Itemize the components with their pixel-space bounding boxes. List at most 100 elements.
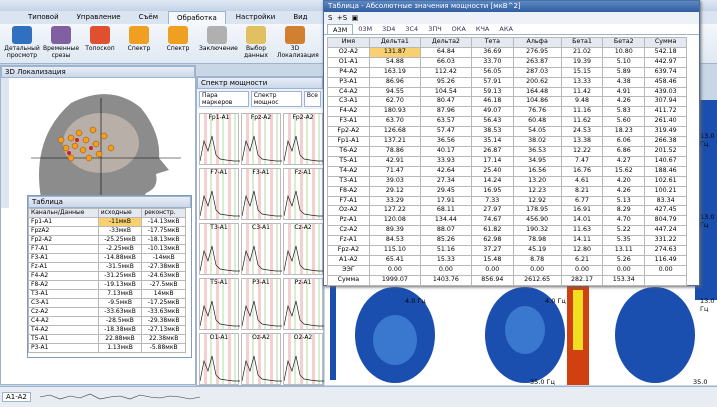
table-cell: 27.97	[471, 206, 513, 216]
table-tab[interactable]: КЧА	[471, 24, 495, 34]
table-tab[interactable]: АКА	[494, 24, 518, 34]
button-label: Топоскоп	[82, 45, 118, 52]
table-tab[interactable]: ОКА	[447, 24, 471, 34]
table-cell: 42.64	[420, 166, 471, 176]
table-tab[interactable]: 3C4	[400, 24, 423, 34]
table-cell: F4-A2	[328, 107, 370, 117]
table-cell: 88.07	[420, 226, 471, 236]
ribbon-button[interactable]: Заключение	[199, 24, 235, 63]
table-cell: 163.19	[369, 67, 420, 77]
ribbon-tab[interactable]: Обработка	[168, 11, 226, 24]
table-cell: 456.90	[513, 216, 561, 226]
maps	[325, 285, 717, 385]
ribbon-tab[interactable]: Настройки	[228, 11, 284, 24]
button-icon	[129, 26, 149, 44]
spectrum-curve	[242, 121, 282, 163]
table-cell: 54.88	[369, 57, 420, 67]
table-cell: 4.20	[603, 176, 645, 186]
table-tab[interactable]: 3ПЧ	[423, 24, 446, 34]
table-cell: 164.48	[513, 87, 561, 97]
table-cell: 64.84	[420, 47, 471, 57]
table-cell: 84.53	[369, 236, 420, 246]
table-row: T3-A139.0327.3414.2413.204.614.20102.61	[328, 176, 687, 186]
table-cell: -29.38мкВ	[142, 317, 186, 326]
table-cell: 4.27	[603, 156, 645, 166]
spectrum-cell: F7-A1	[199, 168, 239, 220]
table-row: F3-A1-14.88мкВ-14мкВ	[29, 254, 186, 263]
ribbon-tab[interactable]: Управление	[69, 11, 129, 24]
channel-label: Cz-A2	[284, 224, 322, 231]
column-header: Канальн/Данные	[29, 209, 99, 218]
table-cell: 63.70	[369, 117, 420, 127]
table-row: Fz-A184.5385.2662.9878.9814.115.35331.22	[328, 236, 687, 246]
table-cell: F8-A2	[29, 281, 99, 290]
window-title: Таблица - Абсолютные значения мощности […	[324, 1, 699, 12]
table-cell: T6-A2	[328, 146, 370, 156]
status-bar: A1-A2	[0, 386, 717, 407]
table-row: Сумма1999.071403.76856.942612.65282.1715…	[328, 275, 687, 285]
ribbon-button[interactable]: Выбор данных	[238, 24, 274, 63]
button-label: Временные срезы	[43, 45, 79, 59]
ribbon-tab[interactable]: Вид	[285, 11, 315, 24]
table-cell: 6.86	[603, 146, 645, 156]
table-cell: 13.38	[561, 137, 603, 147]
table-cell: 33.29	[369, 196, 420, 206]
table-cell: 25.40	[471, 166, 513, 176]
spectrum-curve	[284, 176, 324, 218]
spectrum-curve	[200, 286, 240, 328]
table-cell: 87.96	[420, 107, 471, 117]
table-cell: 8.21	[561, 186, 603, 196]
ribbon-button[interactable]: Топоскоп	[82, 24, 118, 63]
dropdown[interactable]: Пара маркеров	[199, 91, 249, 107]
table-cell: 127.22	[369, 206, 420, 216]
table-tab[interactable]: 03М	[353, 24, 377, 34]
spectrum-cell: T5-A1	[199, 278, 239, 330]
table-cell: 21.02	[561, 47, 603, 57]
table-cell: -11мкВ	[98, 218, 142, 227]
spectrum-panel: Спектр мощности Пара маркеровСпектр мощн…	[196, 76, 324, 386]
table-cell: -33.63мкВ	[142, 308, 186, 317]
column-header: Альфа	[513, 38, 561, 48]
table-cell: 287.03	[513, 67, 561, 77]
table-cell: -27.13мкВ	[142, 326, 186, 335]
table-cell: 120.08	[369, 216, 420, 226]
ribbon-tab[interactable]: Типовой	[20, 11, 67, 24]
table-cell: 140.67	[645, 156, 687, 166]
table-cell: -14мкВ	[142, 254, 186, 263]
spectrum-curve	[284, 231, 324, 273]
table-cell: A1-A2	[328, 255, 370, 265]
table-cell: Oz-A2	[328, 206, 370, 216]
table-cell: Fp1-A1	[328, 137, 370, 147]
button-label: Детальный просмотр	[4, 45, 40, 59]
ribbon-button[interactable]: Детальный просмотр	[4, 24, 40, 63]
table-cell: -33мкВ	[98, 227, 142, 236]
table-cell: 5.83	[603, 107, 645, 117]
column-header: Сумма	[645, 38, 687, 48]
table-cell: Cz-A2	[29, 308, 99, 317]
column-header: Бета2	[603, 38, 645, 48]
column-header: Бета1	[561, 38, 603, 48]
ribbon-button[interactable]: Спектр	[121, 24, 157, 63]
table-row: P3-A186.9695.2657.91200.6213.334.38458.4…	[328, 77, 687, 87]
table-cell: 8.29	[603, 206, 645, 216]
table-cell: T5-A1	[328, 156, 370, 166]
button-icon	[51, 26, 71, 44]
ribbon-button[interactable]: Временные срезы	[43, 24, 79, 63]
table-cell: 35.14	[471, 137, 513, 147]
table-tab[interactable]: А3М	[327, 24, 353, 34]
ribbon-button[interactable]: Спектр	[160, 24, 196, 63]
table-cell: 83.34	[645, 196, 687, 206]
ribbon-button[interactable]: 3D Локализация	[277, 24, 313, 63]
table-cell: 62.98	[471, 236, 513, 246]
dropdown[interactable]: Все	[304, 91, 321, 107]
table-tabs: А3М03М3D43C43ПЧОКАКЧААКА	[324, 24, 699, 35]
table-cell: 46.18	[471, 97, 513, 107]
table-cell: Fp1-A1	[29, 218, 99, 227]
channel-label: C3-A1	[242, 224, 280, 231]
ribbon-tab[interactable]: Съём	[131, 11, 166, 24]
table-cell: 4.70	[603, 216, 645, 226]
table-tab[interactable]: 3D4	[377, 24, 400, 34]
button-label: Выбор данных	[238, 45, 274, 59]
table-row: F4-A2180.9387.9649.0776.7611.165.83411.7…	[328, 107, 687, 117]
dropdown[interactable]: Спектр мощнос	[251, 91, 302, 107]
